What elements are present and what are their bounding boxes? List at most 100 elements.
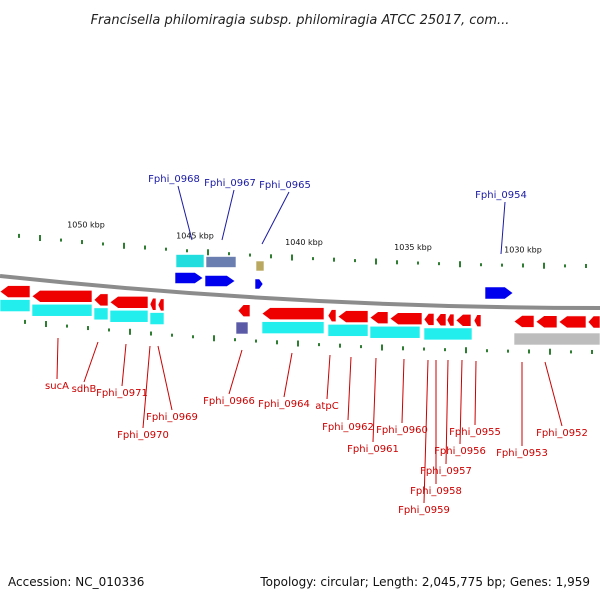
gene-label: Fphi_0971: [96, 388, 148, 399]
forward-cds-arrow: [254, 278, 264, 290]
gene-label: Fphi_0965: [259, 180, 311, 191]
gc-tick-upper: [417, 261, 419, 265]
gene-label: Fphi_0953: [496, 448, 548, 459]
reverse-feature-band: [423, 327, 473, 341]
reverse-feature-band: [513, 332, 600, 346]
feature-tracks: [0, 254, 600, 346]
gc-tick-upper: [375, 258, 377, 265]
reverse-cds-arrow: [0, 285, 31, 298]
reverse-cds-arrow: [587, 315, 600, 329]
gc-tick-lower: [549, 348, 551, 355]
gene-label: Fphi_0954: [475, 190, 527, 201]
gene-leader-line: [544, 361, 563, 427]
gene-label: Fphi_0952: [536, 428, 588, 439]
forward-cds-arrow: [484, 286, 514, 300]
gc-tick-lower: [213, 335, 215, 342]
gc-tick-upper: [312, 257, 314, 261]
reverse-cds-arrow: [157, 298, 165, 312]
gene-leader-line: [228, 349, 243, 395]
gene-leader-line: [157, 345, 173, 411]
gene-label: Fphi_0956: [434, 446, 486, 457]
kbp-label: 1030 kbp: [504, 245, 542, 254]
gene-leader-line: [56, 337, 59, 380]
gc-tick-lower: [66, 324, 68, 328]
gene-label: Fphi_0964: [258, 399, 310, 410]
reverse-cds-arrow: [369, 311, 389, 324]
gc-tick-lower: [108, 328, 110, 332]
reverse-cds-arrow: [435, 313, 447, 327]
gc-tick-lower: [402, 346, 404, 351]
kbp-label: 1045 kbp: [176, 231, 214, 240]
reverse-feature-band: [149, 312, 165, 325]
reverse-cds-arrow: [237, 304, 251, 318]
reverse-cds-arrow: [558, 315, 587, 329]
gc-tick-lower: [297, 340, 299, 347]
accession-text: Accession: NC_010336: [8, 575, 144, 589]
reverse-cds-arrow: [149, 297, 157, 311]
gene-leader-line: [221, 189, 235, 241]
gc-tick-upper: [186, 249, 188, 253]
gene-leader-line: [283, 352, 293, 398]
reverse-cds-arrow: [455, 314, 472, 327]
reverse-cds-arrow: [513, 315, 535, 328]
reverse-cds-arrow: [337, 310, 369, 323]
gene-label: Fphi_0960: [376, 425, 428, 436]
gc-tick-upper: [459, 261, 461, 268]
gc-tick-upper: [480, 263, 482, 267]
reverse-cds-arrow: [93, 293, 109, 307]
gc-tick-lower: [276, 340, 278, 345]
reverse-cds-arrow: [109, 295, 149, 309]
gc-tick-upper: [39, 235, 41, 242]
reverse-cds-arrow: [473, 314, 482, 327]
topology-summary: Topology: circular; Length: 2,045,775 bp…: [259, 575, 590, 589]
gene-leader-line: [177, 185, 193, 241]
forward-feature-band: [255, 260, 265, 272]
gene-leader-line: [121, 343, 127, 387]
reverse-cds-arrow: [423, 313, 435, 326]
gc-tick-lower: [423, 347, 425, 351]
reverse-feature-band: [93, 307, 109, 321]
gc-tick-lower: [360, 345, 362, 349]
gc-tick-lower: [444, 348, 446, 352]
gc-tick-upper: [165, 247, 167, 251]
gc-tick-lower: [570, 350, 572, 354]
gc-tick-lower: [591, 349, 593, 354]
gc-tick-upper: [438, 262, 440, 266]
gc-tick-upper: [396, 260, 398, 265]
kbp-label: 1050 kbp: [67, 221, 105, 230]
forward-feature-band: [175, 254, 205, 268]
gc-tick-upper: [291, 254, 293, 261]
gene-label: Fphi_0961: [347, 444, 399, 455]
gc-tick-lower: [381, 344, 383, 351]
map-title: Francisella philomiragia subsp. philomir…: [91, 13, 510, 28]
gc-tick-lower: [255, 339, 257, 343]
kbp-label: 1040 kbp: [285, 238, 323, 247]
gc-tick-upper: [249, 253, 251, 257]
forward-feature-band: [205, 256, 237, 268]
reverse-feature-band: [0, 299, 31, 312]
gene-label-lines: [56, 185, 563, 504]
forward-cds-arrow: [204, 275, 236, 287]
reverse-feature-band: [327, 324, 369, 337]
gene-label: Fphi_0969: [146, 412, 198, 423]
gc-tick-upper: [60, 238, 62, 242]
gene-label: Fphi_0967: [204, 178, 256, 189]
gc-tick-upper: [522, 263, 524, 268]
gene-label: Fphi_0962: [322, 422, 374, 433]
kbp-scale: 1050 kbp 1045 kbp 1040 kbp 1035 kbp 1030 kbp: [67, 221, 542, 255]
gc-tick-lower: [234, 338, 236, 342]
gene-leader-line: [142, 345, 151, 429]
gc-tick-lower: [171, 333, 173, 337]
gc-tick-lower: [87, 326, 89, 331]
reverse-feature-band: [31, 303, 93, 317]
gene-label: Fphi_0958: [410, 486, 462, 497]
gene-leader-line: [474, 360, 477, 426]
gc-tick-lower: [528, 349, 530, 354]
gc-tick-lower: [465, 347, 467, 354]
gene-leader-line: [459, 359, 463, 445]
reverse-feature-band: [109, 309, 149, 323]
reverse-feature-band: [369, 325, 421, 339]
gene-leader-line: [83, 341, 99, 383]
gc-tick-upper: [270, 254, 272, 259]
